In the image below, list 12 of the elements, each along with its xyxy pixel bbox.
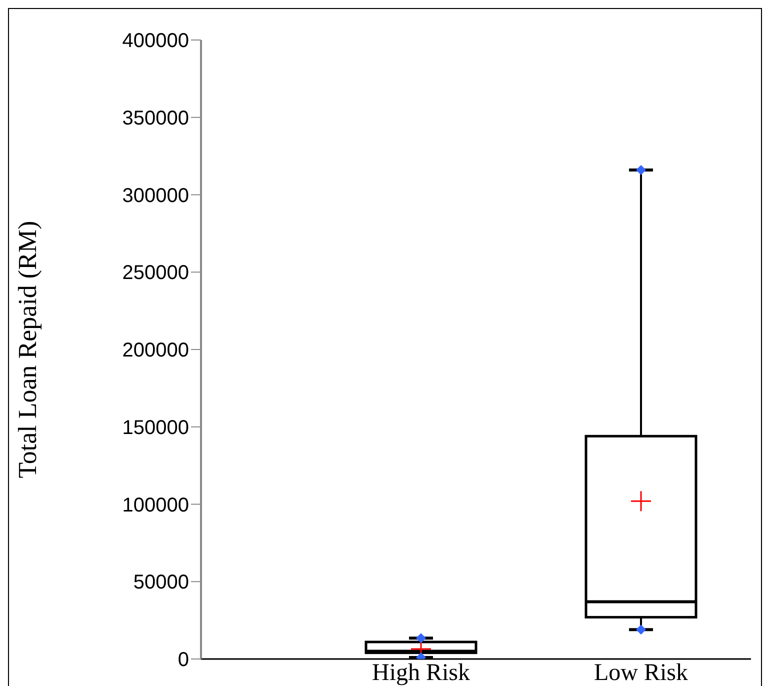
y-tick-label: 0 xyxy=(178,649,189,672)
y-tick-label: 300000 xyxy=(122,184,189,207)
y-tick-label: 250000 xyxy=(122,262,189,284)
y-tick-label: 350000 xyxy=(122,107,189,130)
y-tick-label: 100000 xyxy=(122,494,189,516)
y-tick-label: 400000 xyxy=(122,30,189,52)
x-tick-label: Low Risk xyxy=(594,660,688,686)
x-tick-label: High Risk xyxy=(372,660,470,686)
y-tick-label: 150000 xyxy=(122,416,189,439)
y-tick-label: 50000 xyxy=(133,572,189,594)
y-tick-label: 200000 xyxy=(122,340,189,362)
y-axis-title: Total Loan Repaid (RM) xyxy=(13,220,42,478)
